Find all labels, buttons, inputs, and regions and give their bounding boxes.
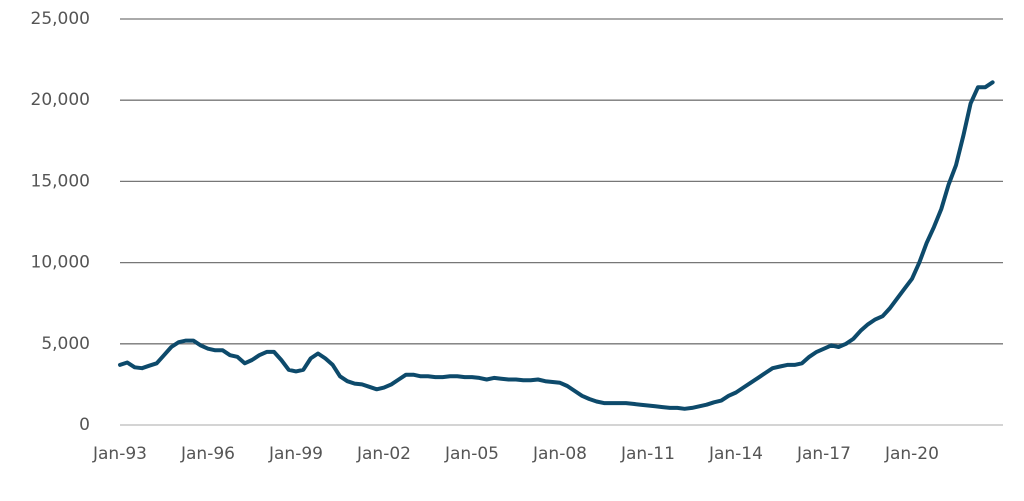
y-tick-label: 0 bbox=[79, 415, 90, 435]
y-tick-label: 5,000 bbox=[41, 334, 90, 354]
y-tick-label: 15,000 bbox=[31, 171, 90, 191]
x-tick-label: Jan-99 bbox=[268, 444, 323, 464]
x-tick-label: Jan-14 bbox=[708, 444, 763, 464]
x-tick-label: Jan-02 bbox=[356, 444, 411, 464]
x-tick-label: Jan-96 bbox=[180, 444, 235, 464]
x-tick-label: Jan-20 bbox=[884, 444, 939, 464]
data-line bbox=[118, 80, 995, 411]
x-tick-label: Jan-17 bbox=[796, 444, 851, 464]
x-tick-label: Jan-05 bbox=[444, 444, 499, 464]
x-tick-label: Jan-11 bbox=[620, 444, 675, 464]
x-tick-label: Jan-08 bbox=[532, 444, 587, 464]
y-tick-label: 25,000 bbox=[31, 9, 90, 29]
x-tick-label: Jan-93 bbox=[92, 444, 147, 464]
y-tick-label: 20,000 bbox=[31, 90, 90, 110]
y-tick-label: 10,000 bbox=[31, 253, 90, 273]
